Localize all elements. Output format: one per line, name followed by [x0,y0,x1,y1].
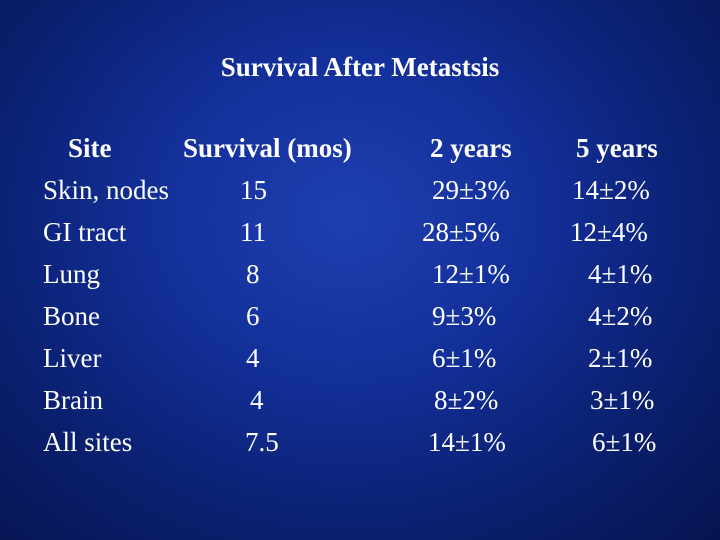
row-two-years: 14±1% [428,427,506,457]
row-five-years: 6±1% [592,427,657,457]
header-five-years: 5 years [576,133,658,163]
row-five-years: 4±1% [588,259,653,289]
row-survival: 11 [240,217,266,247]
row-two-years: 6±1% [432,343,497,373]
header-two-years: 2 years [430,133,512,163]
row-survival: 6 [246,301,260,331]
row-two-years: 28±5% [422,217,500,247]
header-site: Site [68,133,112,163]
row-survival: 4 [246,343,260,373]
row-survival: 4 [250,385,264,415]
row-two-years: 9±3% [432,301,497,331]
row-two-years: 29±3% [432,175,510,205]
row-site: GI tract [43,217,127,247]
row-five-years: 4±2% [588,301,653,331]
slide-title: Survival After Metastsis [220,52,500,82]
row-five-years: 12±4% [570,217,648,247]
row-site: Bone [43,301,100,331]
row-site: Skin, nodes [43,175,170,205]
header-survival: Survival (mos) [183,133,352,163]
row-survival: 7.5 [245,427,279,457]
row-survival: 15 [240,175,267,205]
row-site: Liver [43,343,102,373]
row-five-years: 14±2% [572,175,650,205]
row-two-years: 12±1% [432,259,510,289]
row-site: Lung [43,259,100,289]
row-site: All sites [43,427,133,457]
row-site: Brain [43,385,103,415]
row-survival: 8 [246,259,260,289]
row-five-years: 3±1% [590,385,655,415]
row-two-years: 8±2% [434,385,499,415]
row-five-years: 2±1% [588,343,653,373]
